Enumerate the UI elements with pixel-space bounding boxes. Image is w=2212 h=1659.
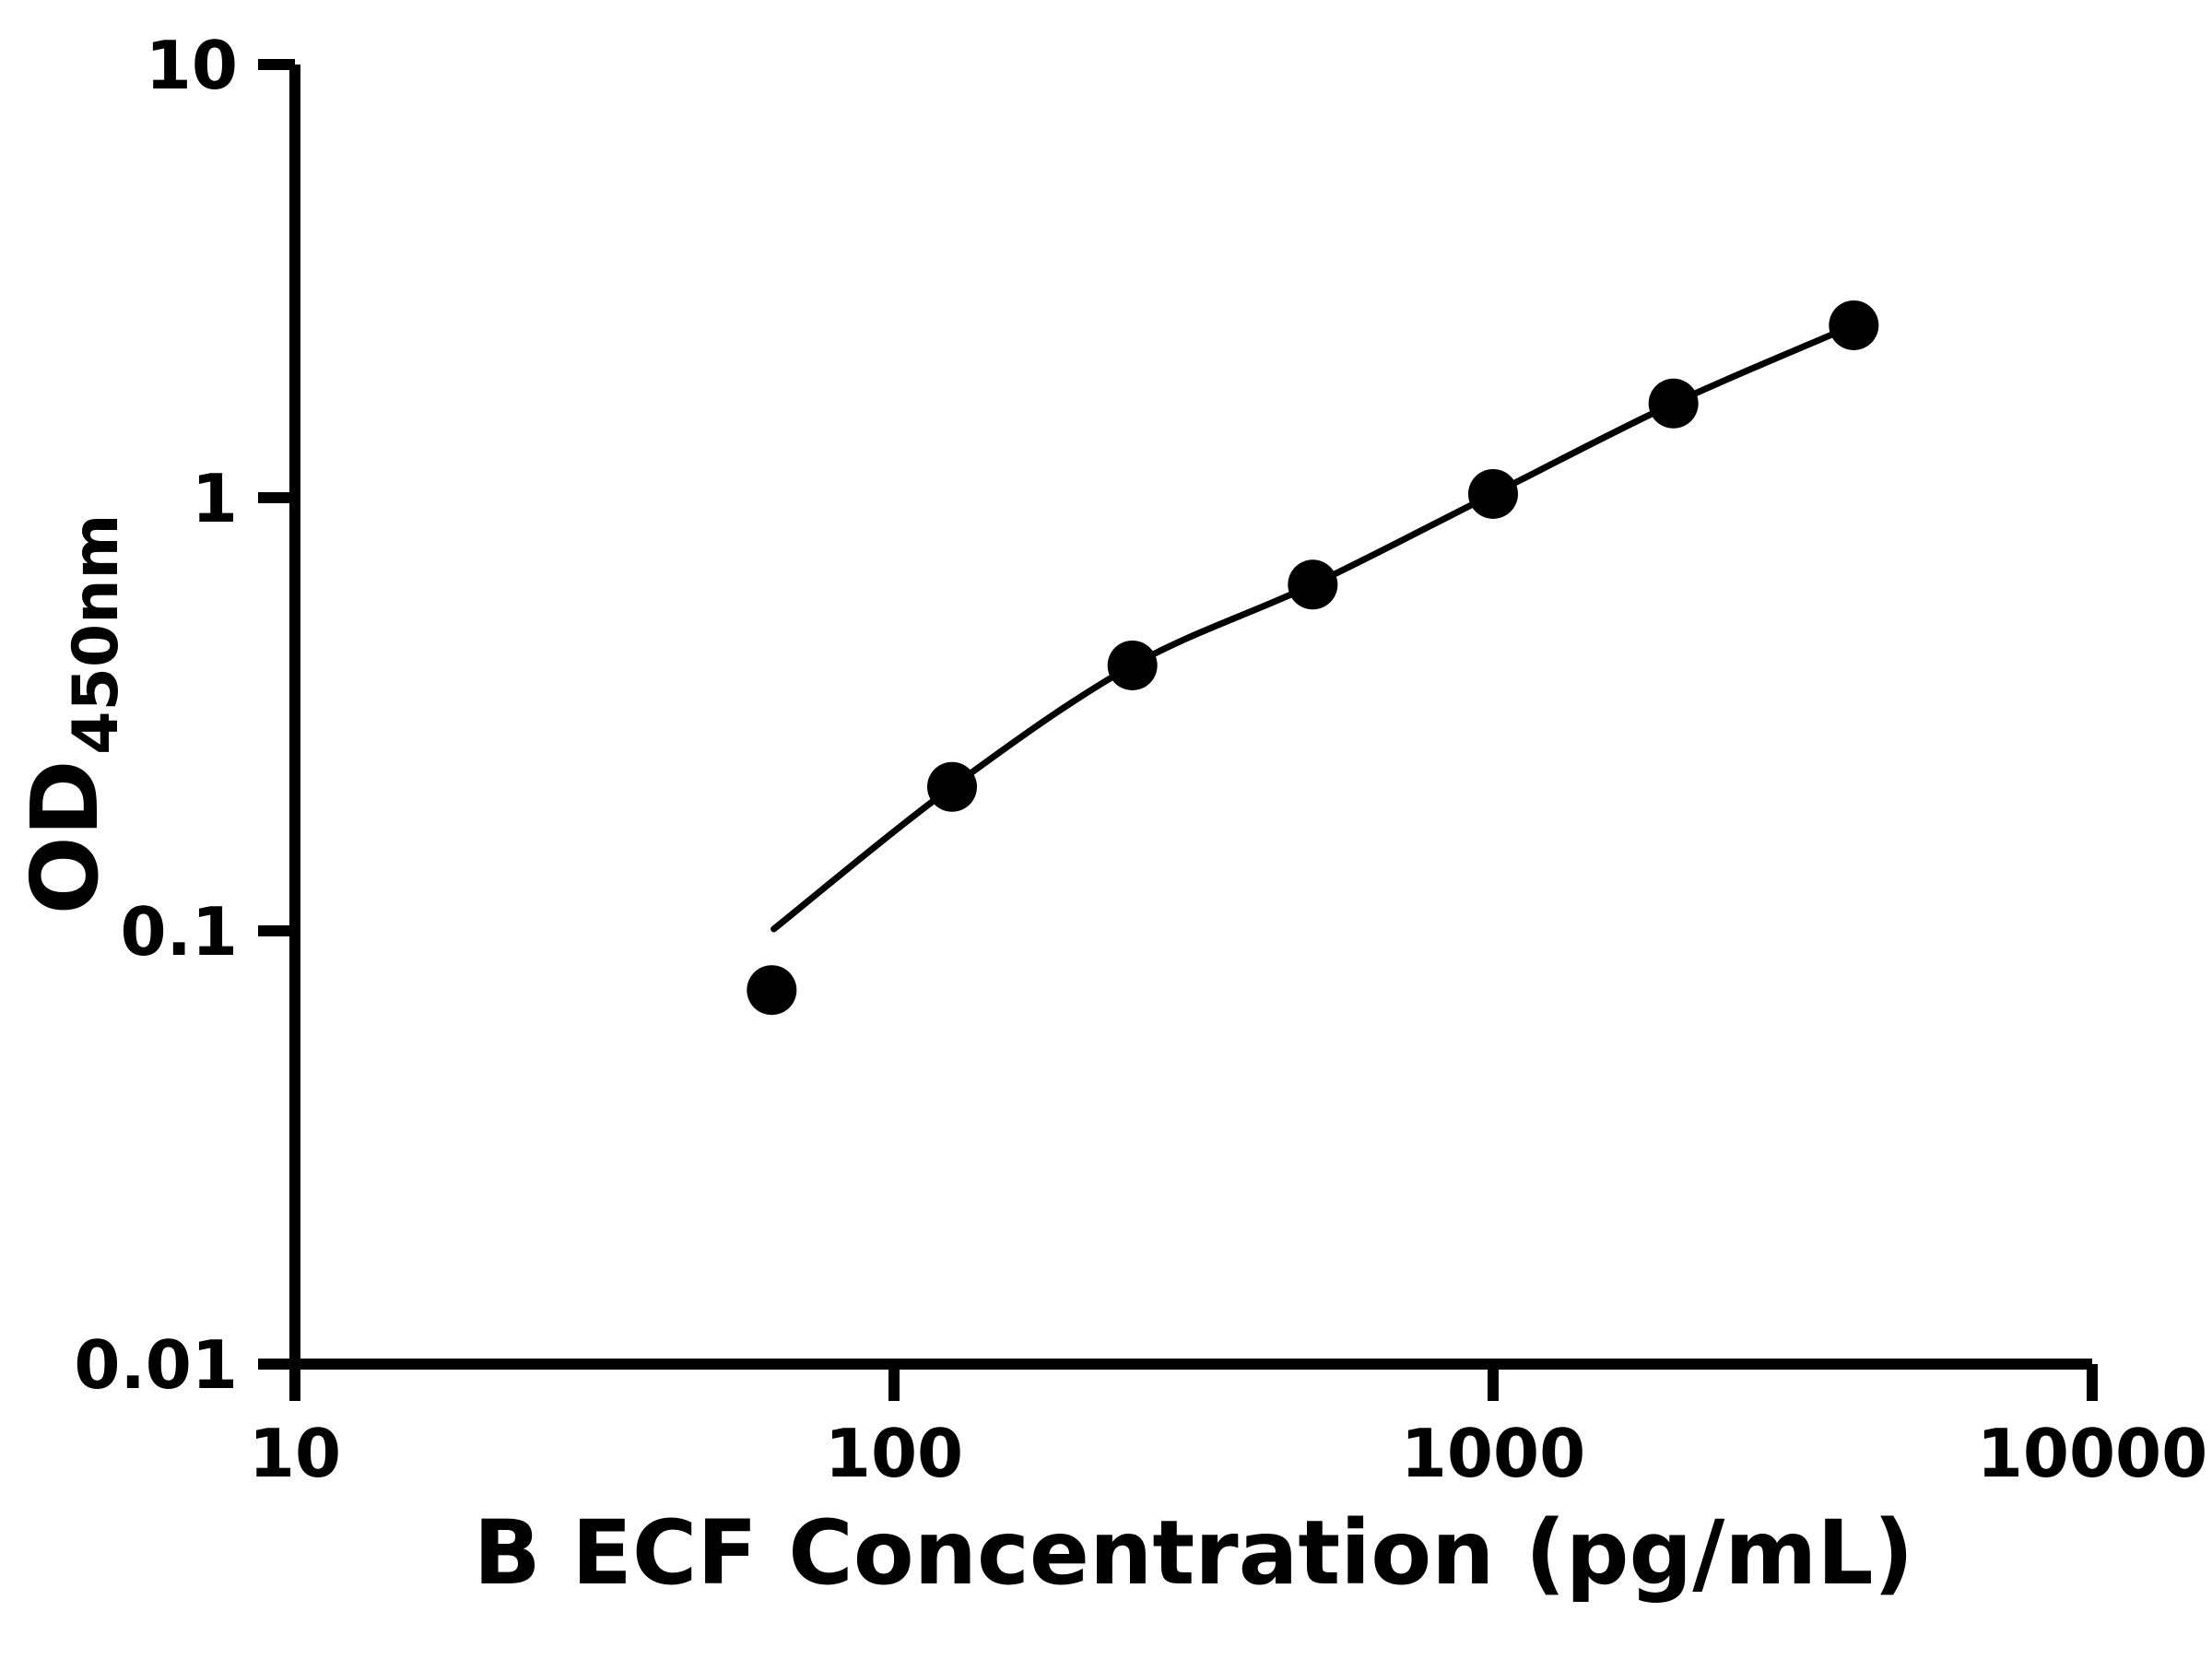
axis-spine [289, 65, 2092, 1370]
y-axis-title: OD 450nm [11, 514, 133, 915]
data-point [1648, 378, 1699, 429]
y-tick-label: 1 [192, 460, 238, 537]
x-tick-label: 10000 [1977, 1415, 2208, 1492]
data-point [747, 965, 797, 1016]
data-point [1107, 640, 1158, 690]
x-tick-label: 10 [249, 1415, 341, 1492]
axis-tick-labels: 10 100 1000 10000 0.01 0.1 1 10 [74, 27, 2207, 1492]
y-tick-label: 0.1 [120, 893, 238, 971]
axis-ticks [258, 59, 2098, 1401]
x-tick-label: 100 [825, 1415, 963, 1492]
data-point [926, 761, 977, 812]
data-point [1468, 468, 1518, 519]
y-axis-title-main: OD [11, 759, 119, 914]
x-tick-label: 1000 [1401, 1415, 1585, 1492]
data-point [1288, 559, 1338, 610]
y-tick-label: 10 [146, 27, 238, 104]
data-point [1829, 300, 1879, 350]
y-axis-title-subscript: 450nm [60, 514, 133, 755]
y-tick-label: 0.01 [74, 1326, 238, 1404]
x-axis-title: B ECF Concentration (pg/mL) [474, 1501, 1914, 1605]
axes [289, 65, 2092, 1370]
data-points [747, 300, 1879, 1016]
